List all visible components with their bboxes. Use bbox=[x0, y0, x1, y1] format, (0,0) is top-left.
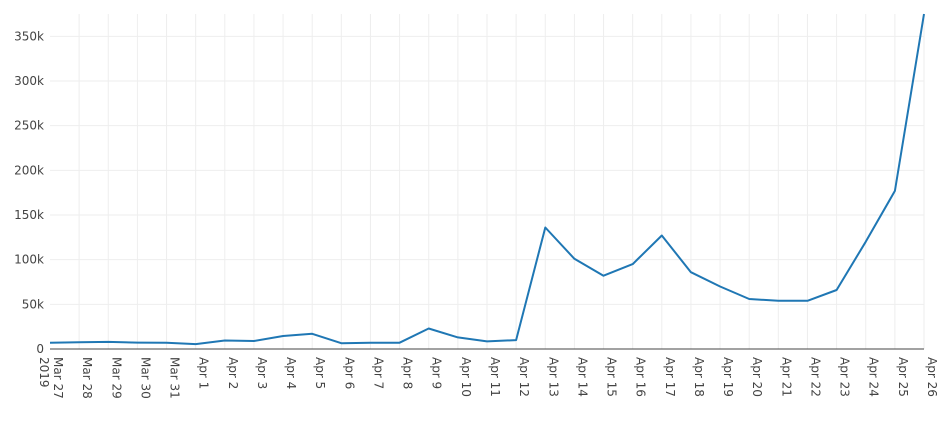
x-tick-label: Apr 16 bbox=[634, 357, 648, 397]
x-tick-label: Apr 11 bbox=[488, 357, 502, 397]
x-tick-label: Apr 23 bbox=[838, 357, 852, 397]
x-tick-label: Apr 19 bbox=[721, 357, 735, 397]
x-tick-label: Apr 12 bbox=[517, 357, 531, 397]
x-tick-label: Apr 4 bbox=[284, 357, 298, 389]
x-tick-label: Mar 30 bbox=[138, 357, 152, 399]
x-tick-label: Apr 2 bbox=[226, 357, 240, 389]
x-tick-label: Apr 1 bbox=[197, 357, 211, 389]
x-tick-label: Apr 6 bbox=[342, 357, 356, 389]
y-tick-label: 300k bbox=[14, 74, 44, 88]
x-tick-label: Apr 21 bbox=[779, 357, 793, 397]
x-tick-label: Apr 13 bbox=[546, 357, 560, 397]
x-tick-label: Mar 27 bbox=[51, 357, 65, 399]
y-tick-label: 250k bbox=[14, 119, 44, 133]
y-tick-label: 0 bbox=[36, 342, 44, 356]
x-tick-label: Apr 5 bbox=[313, 357, 327, 389]
x-tick-label: Apr 20 bbox=[750, 357, 764, 397]
x-tick-label: Apr 24 bbox=[867, 357, 881, 397]
x-tick-label: Apr 26 bbox=[925, 357, 939, 397]
x-tick-label: Apr 3 bbox=[255, 357, 269, 389]
y-tick-label: 150k bbox=[14, 208, 44, 222]
x-tick-label: Mar 28 bbox=[80, 357, 94, 399]
x-tick-label: Mar 29 bbox=[109, 357, 123, 399]
x-tick-label: Apr 17 bbox=[663, 357, 677, 397]
x-tick-label: Apr 14 bbox=[575, 357, 589, 397]
y-tick-label: 50k bbox=[22, 297, 44, 311]
y-tick-label: 350k bbox=[14, 29, 44, 43]
x-tick-label: Apr 9 bbox=[430, 357, 444, 389]
x-tick-label: Apr 10 bbox=[459, 357, 473, 397]
y-tick-label: 100k bbox=[14, 253, 44, 267]
x-tick-label: Apr 25 bbox=[896, 357, 910, 397]
x-tick-label: Apr 7 bbox=[371, 357, 385, 389]
x-tick-label: Apr 22 bbox=[808, 357, 822, 397]
grid-layer bbox=[50, 14, 924, 349]
y-axis-ticks: 0 50k 100k 150k 200k 250k 300k 350k bbox=[14, 29, 44, 356]
x-tick-label: 2019 bbox=[37, 357, 51, 388]
x-tick-label: Apr 15 bbox=[605, 357, 619, 397]
x-tick-label: Mar 31 bbox=[168, 357, 182, 399]
y-tick-label: 200k bbox=[14, 163, 44, 177]
x-tick-label: Apr 18 bbox=[692, 357, 706, 397]
x-tick-label: Apr 8 bbox=[401, 357, 415, 389]
